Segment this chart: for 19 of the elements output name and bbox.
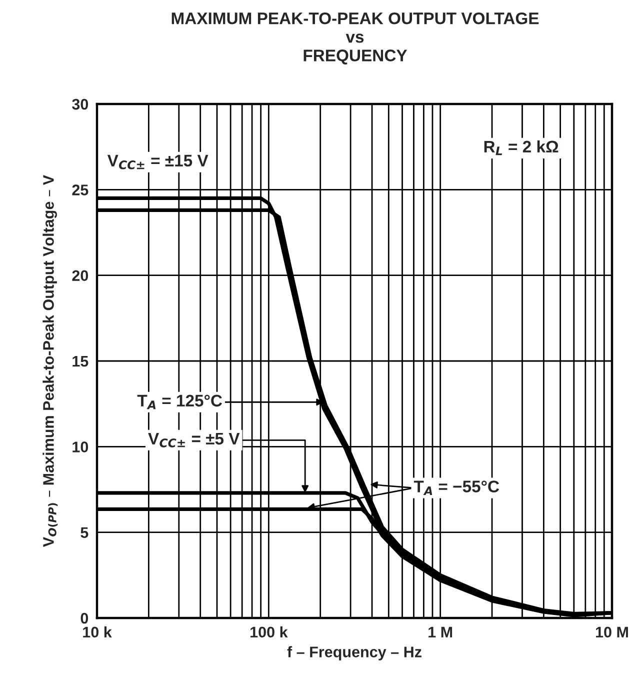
- y-axis-title: V$_{O(PP)}$ – Maximum Peak-to-Peak Output Voltage – V: [42, 175, 58, 547]
- y-tick-label: 25: [72, 184, 88, 196]
- y-tick-label: 0: [80, 612, 88, 624]
- annotation: R$_{L}$ = 2 kΩ: [484, 140, 558, 156]
- annotation: T$_{A}$ = 125°C: [137, 394, 222, 410]
- annotation: T$_{A}$ = −55°C: [414, 480, 500, 495]
- y-tick-label: 15: [72, 356, 88, 367]
- y-tick-label: 10: [72, 442, 88, 452]
- x-tick-label: 1 M: [428, 626, 452, 638]
- x-tick-label: 100 k: [250, 626, 288, 638]
- chart-title: MAXIMUM PEAK-TO-PEAK OUTPUT VOLTAGE vs FREQUENCY: [172, 12, 539, 64]
- y-tick-label: 30: [72, 98, 88, 110]
- y-tick-label: 20: [72, 270, 88, 282]
- annotation: V$_{CC±}$ = ±15 V: [107, 154, 208, 170]
- annotation: V$_{CC±}$ = ±5 V: [148, 432, 240, 448]
- x-tick-label: 10 k: [83, 626, 112, 638]
- x-axis-title: f – Frequency – Hz: [287, 646, 422, 660]
- x-tick-label: 10 M: [596, 626, 628, 638]
- y-tick-label: 5: [80, 527, 88, 538]
